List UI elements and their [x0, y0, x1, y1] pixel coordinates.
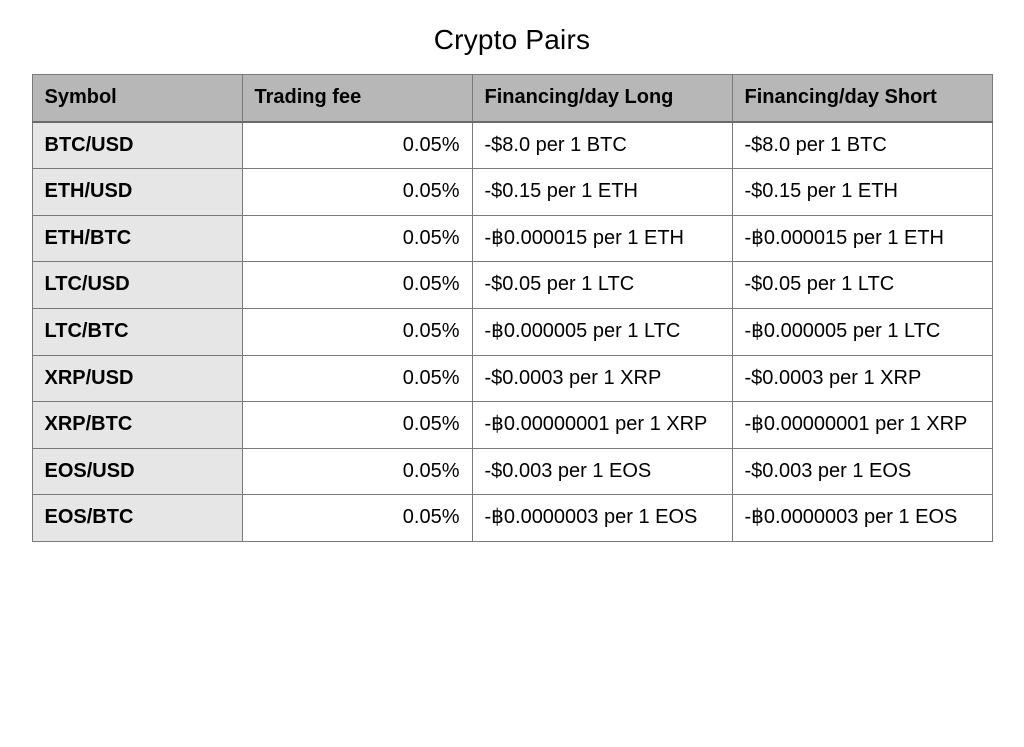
cell-financing-short: -$8.0 per 1 BTC	[732, 122, 992, 169]
cell-symbol: LTC/BTC	[32, 308, 242, 355]
table-body: BTC/USD0.05%-$8.0 per 1 BTC-$8.0 per 1 B…	[32, 122, 992, 542]
cell-financing-short: -$0.05 per 1 LTC	[732, 262, 992, 309]
cell-financing-short: -฿0.00000001 per 1 XRP	[732, 402, 992, 449]
cell-financing-long: -฿0.0000003 per 1 EOS	[472, 495, 732, 542]
cell-financing-short: -฿0.0000003 per 1 EOS	[732, 495, 992, 542]
cell-fee: 0.05%	[242, 402, 472, 449]
cell-financing-long: -฿0.000015 per 1 ETH	[472, 215, 732, 262]
table-row: LTC/USD0.05%-$0.05 per 1 LTC-$0.05 per 1…	[32, 262, 992, 309]
cell-symbol: XRP/USD	[32, 355, 242, 402]
col-header-short: Financing/day Short	[732, 75, 992, 122]
cell-symbol: ETH/BTC	[32, 215, 242, 262]
col-header-symbol: Symbol	[32, 75, 242, 122]
cell-symbol: LTC/USD	[32, 262, 242, 309]
table-row: BTC/USD0.05%-$8.0 per 1 BTC-$8.0 per 1 B…	[32, 122, 992, 169]
cell-fee: 0.05%	[242, 308, 472, 355]
cell-financing-long: -$0.003 per 1 EOS	[472, 448, 732, 495]
cell-financing-short: -฿0.000015 per 1 ETH	[732, 215, 992, 262]
cell-fee: 0.05%	[242, 355, 472, 402]
cell-financing-long: -$0.05 per 1 LTC	[472, 262, 732, 309]
cell-symbol: XRP/BTC	[32, 402, 242, 449]
cell-financing-long: -฿0.000005 per 1 LTC	[472, 308, 732, 355]
cell-financing-long: -฿0.00000001 per 1 XRP	[472, 402, 732, 449]
table-header-row: Symbol Trading fee Financing/day Long Fi…	[32, 75, 992, 122]
cell-financing-long: -$0.0003 per 1 XRP	[472, 355, 732, 402]
cell-financing-short: -$0.15 per 1 ETH	[732, 169, 992, 216]
cell-fee: 0.05%	[242, 169, 472, 216]
table-row: LTC/BTC0.05%-฿0.000005 per 1 LTC-฿0.0000…	[32, 308, 992, 355]
table-row: EOS/BTC0.05%-฿0.0000003 per 1 EOS-฿0.000…	[32, 495, 992, 542]
table-row: EOS/USD0.05%-$0.003 per 1 EOS-$0.003 per…	[32, 448, 992, 495]
cell-fee: 0.05%	[242, 122, 472, 169]
cell-financing-long: -$0.15 per 1 ETH	[472, 169, 732, 216]
col-header-fee: Trading fee	[242, 75, 472, 122]
table-row: ETH/USD0.05%-$0.15 per 1 ETH-$0.15 per 1…	[32, 169, 992, 216]
cell-symbol: EOS/BTC	[32, 495, 242, 542]
page-title: Crypto Pairs	[0, 24, 1024, 56]
cell-fee: 0.05%	[242, 495, 472, 542]
cell-financing-long: -$8.0 per 1 BTC	[472, 122, 732, 169]
cell-symbol: BTC/USD	[32, 122, 242, 169]
cell-financing-short: -฿0.000005 per 1 LTC	[732, 308, 992, 355]
cell-fee: 0.05%	[242, 215, 472, 262]
crypto-pairs-table: Symbol Trading fee Financing/day Long Fi…	[32, 74, 993, 542]
cell-fee: 0.05%	[242, 262, 472, 309]
cell-financing-short: -$0.003 per 1 EOS	[732, 448, 992, 495]
cell-fee: 0.05%	[242, 448, 472, 495]
col-header-long: Financing/day Long	[472, 75, 732, 122]
cell-symbol: EOS/USD	[32, 448, 242, 495]
cell-financing-short: -$0.0003 per 1 XRP	[732, 355, 992, 402]
table-row: XRP/USD0.05%-$0.0003 per 1 XRP-$0.0003 p…	[32, 355, 992, 402]
table-row: XRP/BTC0.05%-฿0.00000001 per 1 XRP-฿0.00…	[32, 402, 992, 449]
cell-symbol: ETH/USD	[32, 169, 242, 216]
table-row: ETH/BTC0.05%-฿0.000015 per 1 ETH-฿0.0000…	[32, 215, 992, 262]
